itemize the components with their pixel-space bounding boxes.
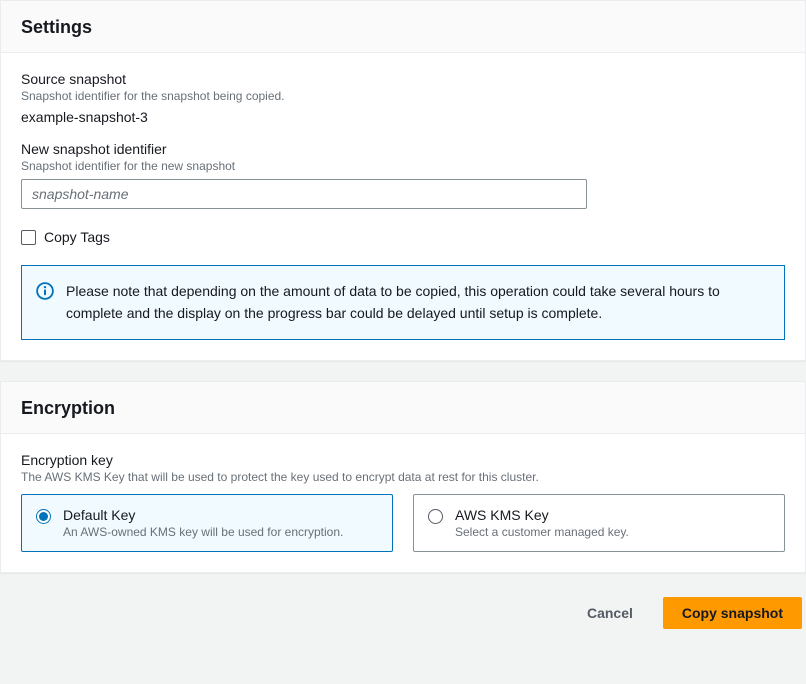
info-icon — [36, 282, 54, 300]
source-snapshot-field: Source snapshot Snapshot identifier for … — [21, 71, 785, 125]
radio-default-sub: An AWS-owned KMS key will be used for en… — [63, 525, 343, 539]
radio-kms-key[interactable] — [428, 509, 443, 524]
source-snapshot-hint: Snapshot identifier for the snapshot bei… — [21, 89, 785, 103]
radio-default-key[interactable] — [36, 509, 51, 524]
encryption-header: Encryption — [1, 382, 805, 434]
new-snapshot-id-label: New snapshot identifier — [21, 141, 785, 157]
encryption-option-kms[interactable]: AWS KMS Key Select a customer managed ke… — [413, 494, 785, 552]
radio-kms-title: AWS KMS Key — [455, 507, 629, 523]
encryption-option-default[interactable]: Default Key An AWS-owned KMS key will be… — [21, 494, 393, 552]
settings-header: Settings — [1, 1, 805, 53]
source-snapshot-value: example-snapshot-3 — [21, 109, 785, 125]
encryption-title: Encryption — [21, 398, 785, 419]
settings-panel: Settings Source snapshot Snapshot identi… — [0, 0, 806, 361]
copy-tags-label: Copy Tags — [44, 229, 110, 245]
source-snapshot-label: Source snapshot — [21, 71, 785, 87]
radio-kms-sub: Select a customer managed key. — [455, 525, 629, 539]
new-snapshot-id-hint: Snapshot identifier for the new snapshot — [21, 159, 785, 173]
encryption-key-label: Encryption key — [21, 452, 785, 468]
copy-tags-checkbox[interactable] — [21, 230, 36, 245]
info-alert: Please note that depending on the amount… — [21, 265, 785, 340]
encryption-body: Encryption key The AWS KMS Key that will… — [1, 434, 805, 572]
new-snapshot-id-field: New snapshot identifier Snapshot identif… — [21, 141, 785, 209]
radio-kms-content: AWS KMS Key Select a customer managed ke… — [455, 507, 629, 539]
form-actions: Cancel Copy snapshot — [0, 593, 806, 639]
info-text: Please note that depending on the amount… — [66, 280, 768, 325]
encryption-key-hint: The AWS KMS Key that will be used to pro… — [21, 470, 785, 484]
encryption-panel: Encryption Encryption key The AWS KMS Ke… — [0, 381, 806, 573]
settings-title: Settings — [21, 17, 785, 38]
cancel-button[interactable]: Cancel — [569, 597, 651, 629]
encryption-options: Default Key An AWS-owned KMS key will be… — [21, 494, 785, 552]
copy-tags-row[interactable]: Copy Tags — [21, 229, 785, 245]
new-snapshot-id-input[interactable] — [21, 179, 587, 209]
radio-default-content: Default Key An AWS-owned KMS key will be… — [63, 507, 343, 539]
settings-body: Source snapshot Snapshot identifier for … — [1, 53, 805, 360]
copy-snapshot-button[interactable]: Copy snapshot — [663, 597, 802, 629]
radio-default-title: Default Key — [63, 507, 343, 523]
